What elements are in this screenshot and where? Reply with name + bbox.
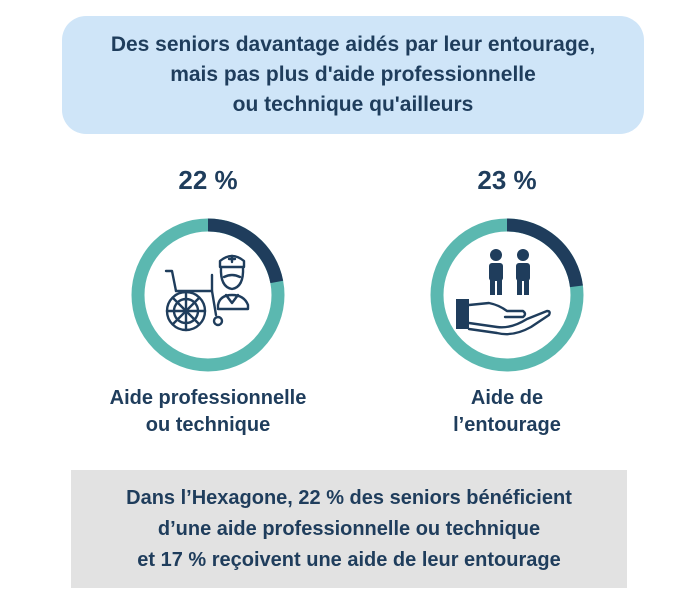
label-entourage-line2: l’entourage bbox=[453, 414, 561, 436]
percent-entourage: 23 % bbox=[477, 165, 537, 195]
title-line-1: Des seniors davantage aidés par leur ent… bbox=[110, 33, 596, 56]
ring-share-arc bbox=[430, 218, 584, 372]
footer-note: Dans l’Hexagone, 22 % des seniors bénéfi… bbox=[71, 470, 627, 588]
percent-professional: 22 % bbox=[178, 165, 238, 195]
ring-share-arc bbox=[131, 218, 285, 372]
title-line-2: mais pas plus d'aide professionnelle bbox=[170, 63, 536, 86]
label-professional-line2: ou technique bbox=[145, 414, 271, 436]
title-line-3: ou technique qu'ailleurs bbox=[232, 93, 474, 116]
helping-hand-people-icon bbox=[456, 249, 551, 336]
ring-entourage bbox=[430, 218, 584, 372]
label-professional-line1: Aide professionnelle bbox=[109, 387, 307, 409]
footer-line-2: d’une aide professionnelle ou technique bbox=[157, 517, 541, 540]
ring-professional bbox=[131, 218, 285, 372]
label-professional: Aide professionnelle ou technique bbox=[88, 385, 328, 439]
nurse-wheelchair-icon bbox=[164, 254, 250, 332]
footer-line-3: et 17 % reçoivent une aide de leur entou… bbox=[137, 548, 561, 571]
title-banner: Des seniors davantage aidés par leur ent… bbox=[62, 16, 644, 134]
label-entourage-line1: Aide de bbox=[470, 387, 544, 409]
footer-line-1: Dans l’Hexagone, 22 % des seniors bénéfi… bbox=[126, 486, 572, 509]
label-entourage: Aide de l’entourage bbox=[427, 385, 587, 439]
